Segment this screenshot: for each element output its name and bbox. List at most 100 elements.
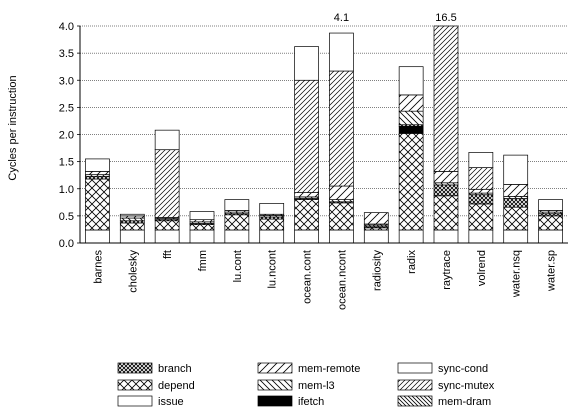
- legend-swatch-mem-dram: [397, 395, 433, 407]
- category-label: fft: [162, 250, 174, 259]
- bar-segment-depend: [85, 178, 110, 231]
- bar-cholesky: [119, 213, 145, 244]
- bar-barnes: [85, 158, 110, 244]
- bar-segment-issue: [398, 229, 424, 244]
- bar-segment-sync-mutex: [154, 149, 180, 218]
- bar-segment-sync-mutex: [468, 167, 494, 190]
- legend-label-sync-mutex: sync-mutex: [438, 380, 495, 392]
- bar-segment-mem-remote: [398, 94, 424, 112]
- legend-label-mem-remote: mem-remote: [298, 363, 360, 375]
- bar-segment-sync-cond: [154, 129, 180, 151]
- y-tick-label: 1.5: [59, 157, 74, 169]
- y-tick-label: 4.0: [59, 21, 74, 33]
- category-labels: barnes cholesky fft fmm lu.cont lu.ncont ocean…: [92, 250, 557, 310]
- bar-segment-mem-remote: [294, 192, 319, 198]
- bar-segment-depend: [468, 203, 494, 231]
- legend-label-mem-l3: mem-l3: [298, 380, 335, 392]
- bar-segment-branch: [433, 184, 459, 197]
- bar-fmm: [189, 211, 215, 244]
- bar-segment-sync-cond: [189, 211, 215, 221]
- bar-segment-mem-remote: [468, 188, 494, 194]
- bar-water.nsq: [503, 154, 529, 244]
- bar-segment-branch: [85, 175, 110, 180]
- bar-radiosity: [363, 212, 389, 244]
- category-label: water.sp: [546, 250, 558, 292]
- legend-label-sync-cond: sync-cond: [438, 363, 488, 375]
- bar-segment-issue: [85, 229, 110, 244]
- bar-segment-sync-cond: [329, 32, 354, 72]
- category-label: cholesky: [127, 250, 139, 293]
- bar-segment-sync-cond: [85, 158, 110, 172]
- y-tick-label: 2.0: [59, 130, 74, 142]
- bar-segment-depend: [329, 202, 354, 231]
- bar-segment-issue: [503, 229, 529, 244]
- bar-raytrace: [433, 25, 459, 244]
- bar-segment-depend: [503, 206, 529, 231]
- bar-segment-depend: [433, 195, 459, 231]
- bar-segment-branch: [503, 198, 529, 208]
- bar-segment-depend: [154, 220, 180, 231]
- bar-fft: [154, 129, 180, 244]
- bar-segment-issue: [468, 229, 494, 244]
- bar-segment-sync-cond: [398, 66, 424, 96]
- bar-segment-sync-mutex: [294, 79, 319, 193]
- bar-segment-sync-cond: [503, 154, 529, 185]
- bar-segment-sync-mutex: [329, 70, 354, 187]
- bar-ocean.cont: [294, 46, 319, 244]
- category-label: water.nsq: [511, 250, 523, 298]
- category-label: volrend: [476, 250, 488, 286]
- bar-segment-depend: [119, 222, 145, 231]
- category-label: ocean.cont: [302, 250, 314, 304]
- bar-lu.cont: [224, 199, 250, 244]
- bar-segment-sync-cond: [538, 199, 563, 211]
- bar-ocean.ncont: [329, 32, 354, 244]
- legend-swatch-sync-cond: [397, 362, 433, 374]
- legend-swatch-ifetch: [257, 395, 293, 407]
- category-label: barnes: [92, 250, 104, 284]
- bar-lu.ncont: [259, 203, 285, 244]
- y-tick-label: 3.5: [59, 48, 74, 60]
- bar-segment-sync-cond: [294, 46, 319, 81]
- bars: [85, 25, 563, 244]
- bar-segment-issue: [189, 229, 215, 244]
- legend: branch mem-remote sync-cond depend mem-l3 syn…: [117, 362, 495, 408]
- category-label: lu.ncont: [267, 250, 279, 289]
- bar-segment-mem-remote: [85, 171, 110, 175]
- bar-segment-sync-cond: [468, 152, 494, 168]
- category-label: lu.cont: [232, 250, 244, 282]
- legend-label-mem-dram: mem-dram: [438, 396, 491, 408]
- bar-segment-mem-l3: [398, 110, 424, 126]
- bar-segment-depend: [398, 133, 424, 231]
- bar-segment-mem-remote: [363, 212, 389, 225]
- legend-swatch-branch: [117, 362, 153, 374]
- y-tick-label: 2.5: [59, 102, 74, 114]
- overflow-labels: 4.1 16.5: [334, 12, 457, 24]
- bar-segment-ifetch: [398, 126, 424, 134]
- legend-swatch-mem-l3: [257, 379, 293, 391]
- overflow-label: 4.1: [334, 12, 349, 24]
- bar-segment-sync-mutex: [433, 25, 459, 172]
- bar-segment-issue: [433, 229, 459, 244]
- bar-segment-mem-l3: [119, 217, 145, 222]
- bar-segment-depend: [294, 199, 319, 231]
- legend-label-issue: issue: [158, 396, 184, 408]
- category-label: radiosity: [371, 250, 383, 291]
- bar-segment-branch: [468, 194, 494, 205]
- y-tick-labels: 0.0 0.5 1.0 1.5 2.0 2.5 3.0 3.5 4.0: [59, 21, 80, 250]
- bar-segment-depend: [189, 224, 215, 231]
- bar-water.sp: [538, 199, 563, 244]
- bar-segment-depend: [224, 214, 250, 231]
- bar-segment-sync-cond: [224, 199, 250, 211]
- category-label: fmm: [197, 250, 209, 271]
- bar-segment-mem-remote: [503, 184, 529, 197]
- bar-segment-issue: [259, 229, 285, 244]
- bar-segment-issue: [154, 229, 180, 244]
- bar-segment-mem-remote: [433, 171, 459, 184]
- legend-label-ifetch: ifetch: [298, 396, 324, 408]
- bar-segment-issue: [119, 229, 145, 244]
- bar-volrend: [468, 152, 494, 244]
- legend-label-depend: depend: [158, 380, 195, 392]
- y-tick-label: 3.0: [59, 75, 74, 87]
- bar-segment-issue: [329, 229, 354, 244]
